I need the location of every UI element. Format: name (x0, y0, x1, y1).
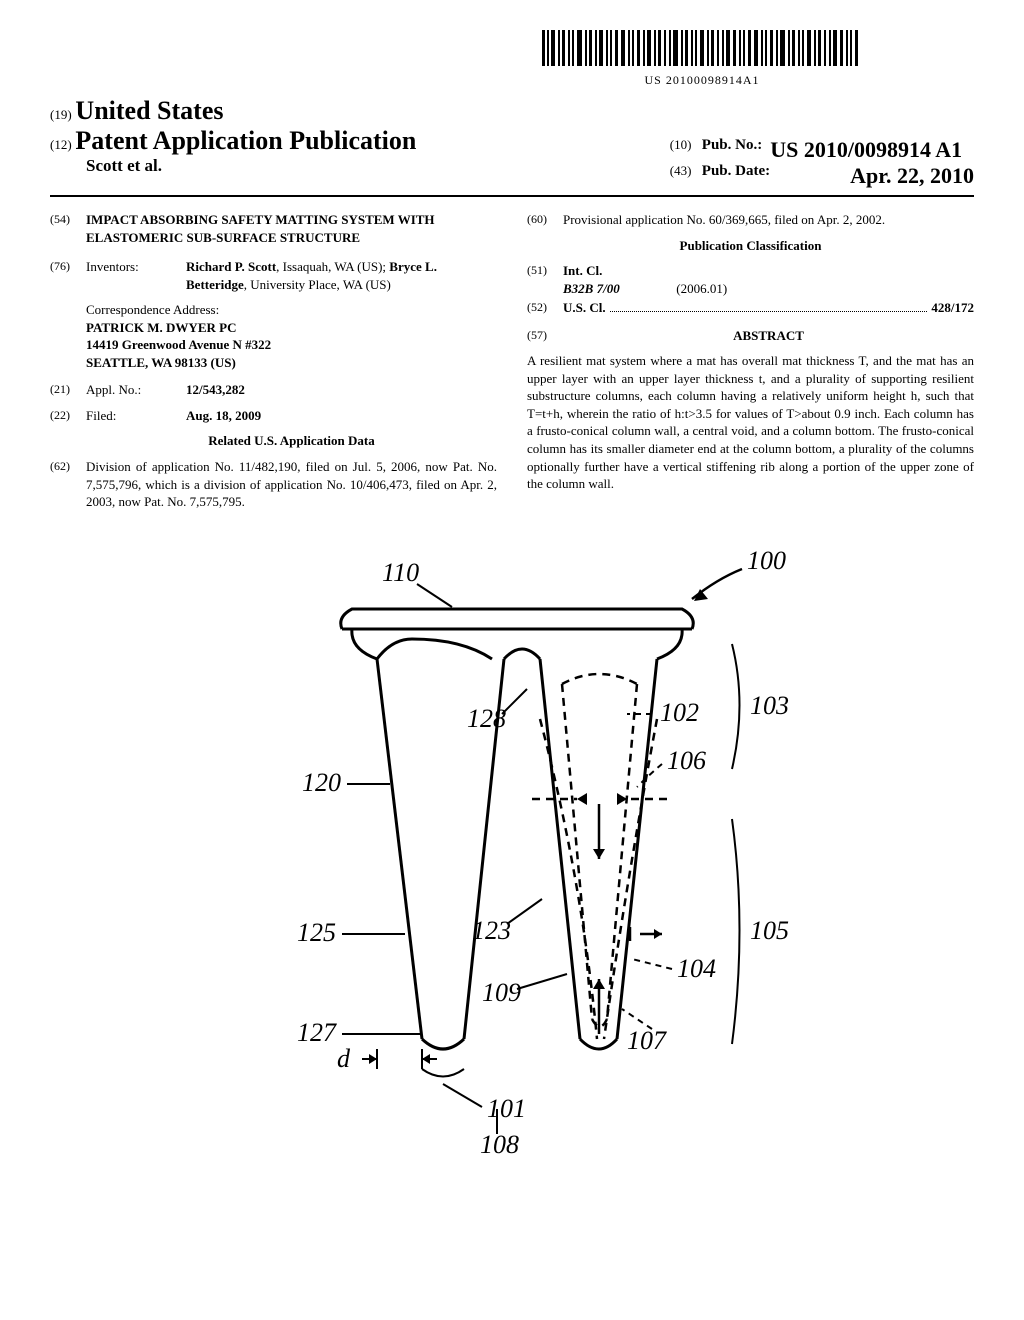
fig-label-120: 120 (302, 768, 341, 797)
code-62: (62) (50, 458, 86, 511)
uscl-label: U.S. Cl. (563, 299, 606, 317)
application-number: 12/543,282 (186, 381, 497, 399)
corr-label: Correspondence Address: (86, 301, 497, 319)
intcl-date: (2006.01) (676, 281, 727, 296)
patent-figure: 100 110 120 125 127 128 102 103 106 123 … (50, 539, 974, 1164)
fig-label-108: 108 (480, 1130, 519, 1159)
fig-label-102: 102 (660, 698, 699, 727)
bibliographic-data: (54) IMPACT ABSORBING SAFETY MATTING SYS… (50, 211, 974, 519)
fig-label-103: 103 (750, 691, 789, 720)
code-76: (76) (50, 258, 86, 293)
code-57: (57) (527, 327, 563, 345)
publication-number: US 2010/0098914 A1 (770, 137, 962, 163)
document-header: (19) United States (12) Patent Applicati… (50, 96, 974, 189)
invention-title: IMPACT ABSORBING SAFETY MATTING SYSTEM W… (86, 211, 497, 246)
header-rule (50, 195, 974, 197)
fig-label-104: 104 (677, 954, 716, 983)
pubdate-label: Pub. Date: (702, 163, 770, 189)
related-title: Related U.S. Application Data (86, 432, 497, 450)
inventors: Richard P. Scott, Issaquah, WA (US); Bry… (186, 258, 497, 293)
right-column: (60) Provisional application No. 60/369,… (527, 211, 974, 519)
dot-leader (610, 311, 928, 312)
related-application: Division of application No. 11/482,190, … (86, 458, 497, 511)
code-22: (22) (50, 407, 86, 425)
authors: Scott et al. (86, 156, 416, 176)
code-54: (54) (50, 211, 86, 246)
code-60: (60) (527, 211, 563, 229)
code-52: (52) (527, 299, 563, 317)
corr-line2: 14419 Greenwood Avenue N #322 (86, 336, 497, 354)
document-type: Patent Application Publication (75, 126, 416, 155)
fig-label-105: 105 (750, 916, 789, 945)
fig-label-125: 125 (297, 918, 336, 947)
filed-label: Filed: (86, 407, 186, 425)
barcode (542, 30, 862, 71)
classification-title: Publication Classification (527, 237, 974, 255)
code-19: (19) (50, 107, 72, 122)
fig-label-100: 100 (747, 546, 786, 575)
intcl-label: Int. Cl. (563, 262, 974, 280)
country: United States (75, 96, 223, 125)
abstract-title: ABSTRACT (563, 327, 974, 345)
fig-label-109: 109 (482, 978, 521, 1007)
code-10: (10) (670, 137, 702, 163)
pubno-label: Pub. No.: (702, 137, 762, 163)
fig-label-101: 101 (487, 1094, 526, 1123)
fig-label-127: 127 (297, 1018, 337, 1047)
code-51: (51) (527, 262, 563, 297)
corr-line3: SEATTLE, WA 98133 (US) (86, 354, 497, 372)
fig-label-106: 106 (667, 746, 706, 775)
barcode-text: US 20100098914A1 (430, 73, 974, 88)
left-column: (54) IMPACT ABSORBING SAFETY MATTING SYS… (50, 211, 497, 519)
corr-line1: PATRICK M. DWYER PC (86, 319, 497, 337)
fig-label-110: 110 (382, 558, 419, 587)
abstract-text: A resilient mat system where a mat has o… (527, 352, 974, 492)
code-43: (43) (670, 163, 702, 189)
provisional-application: Provisional application No. 60/369,665, … (563, 211, 974, 229)
fig-label-123: 123 (472, 916, 511, 945)
code-21: (21) (50, 381, 86, 399)
barcode-region: US 20100098914A1 (430, 30, 974, 88)
uscl-value: 428/172 (931, 299, 974, 317)
code-12: (12) (50, 137, 72, 152)
publication-date: Apr. 22, 2010 (850, 163, 974, 189)
filed-date: Aug. 18, 2009 (186, 407, 497, 425)
fig-label-107: 107 (627, 1026, 667, 1055)
inventors-label: Inventors: (86, 258, 186, 293)
fig-label-128: 128 (467, 704, 506, 733)
correspondence-address: Correspondence Address: PATRICK M. DWYER… (86, 301, 497, 371)
applno-label: Appl. No.: (86, 381, 186, 399)
fig-label-d: d (337, 1044, 351, 1073)
intcl-class: B32B 7/00 (563, 280, 673, 298)
